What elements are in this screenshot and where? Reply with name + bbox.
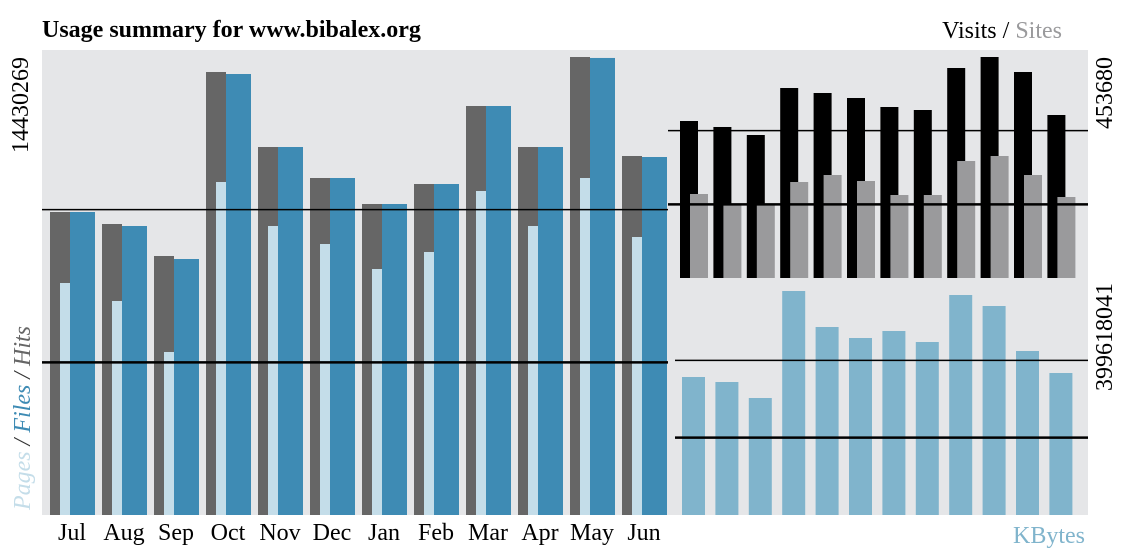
bar: [538, 147, 563, 515]
bar: [1024, 175, 1042, 278]
bar: [590, 57, 615, 516]
x-tick-label: Jan: [368, 520, 400, 546]
bar: [823, 175, 842, 278]
legend-entry: Pages: [10, 451, 36, 511]
legend-entry: Files: [10, 385, 36, 434]
bar: [1016, 350, 1039, 515]
bar: [882, 330, 906, 515]
bar: [268, 226, 278, 515]
bar: [982, 306, 1006, 515]
bar: [424, 252, 434, 516]
y-tick-label: 14430269: [8, 57, 34, 153]
x-tick-label: Apr: [521, 520, 558, 546]
bar: [528, 226, 538, 515]
bar: [923, 195, 942, 278]
bar: [990, 156, 1009, 278]
chart-title: Usage summary for www.bibalex.org: [42, 17, 421, 43]
bar: [372, 269, 382, 515]
bar: [756, 204, 775, 278]
bar: [164, 352, 174, 515]
bar: [790, 182, 809, 278]
x-tick-label: May: [570, 520, 614, 546]
x-tick-label: Aug: [103, 520, 144, 546]
bar: [682, 377, 705, 515]
bar: [632, 237, 642, 515]
bar: [476, 191, 486, 515]
bar: [1057, 197, 1076, 278]
bar: [857, 181, 875, 278]
x-tick-label: Feb: [418, 520, 454, 546]
bar: [216, 182, 226, 515]
legend: Visits / Sites: [942, 18, 1062, 44]
bar: [949, 294, 973, 515]
bar: [330, 178, 355, 515]
bar: [1049, 373, 1073, 515]
bar: [642, 157, 667, 515]
x-tick-label: Mar: [468, 520, 508, 546]
legend: Pages / Files / Hits: [10, 326, 36, 511]
legend-separator: /: [10, 366, 36, 385]
bar: [915, 342, 939, 515]
bar: [957, 161, 976, 278]
bar: [174, 259, 199, 515]
legend-separator: /: [997, 18, 1016, 44]
y-tick-label: 399618041: [1092, 283, 1118, 391]
bar: [122, 226, 147, 515]
bar: [723, 204, 742, 278]
legend-separator: /: [10, 433, 36, 452]
bar: [226, 74, 251, 515]
bar: [486, 106, 511, 515]
x-tick-label: Sep: [158, 520, 194, 546]
x-tick-label: Jul: [58, 520, 86, 546]
x-tick-label: Dec: [313, 520, 352, 546]
x-tick-label: Jun: [627, 520, 660, 546]
bar: [278, 147, 303, 515]
legend: KBytes: [1013, 523, 1085, 548]
bar: [715, 382, 739, 515]
bar: [60, 283, 70, 515]
legend-entry: Sites: [1015, 18, 1062, 44]
x-tick-label: Nov: [259, 520, 300, 546]
bar: [690, 193, 708, 278]
legend-entry: Hits: [10, 326, 36, 367]
bar: [782, 290, 806, 515]
legend-entry: Visits: [942, 18, 997, 44]
y-tick-label: 453680: [1092, 57, 1118, 129]
bar: [815, 326, 839, 515]
x-tick-label: Oct: [211, 520, 246, 546]
bar: [580, 178, 590, 515]
bar: [434, 184, 459, 515]
bar: [890, 195, 909, 278]
bar: [849, 338, 872, 515]
bar: [748, 398, 772, 515]
legend-entry: KBytes: [1013, 523, 1085, 548]
bar: [382, 204, 407, 516]
bar: [320, 244, 330, 515]
bar: [112, 301, 122, 515]
